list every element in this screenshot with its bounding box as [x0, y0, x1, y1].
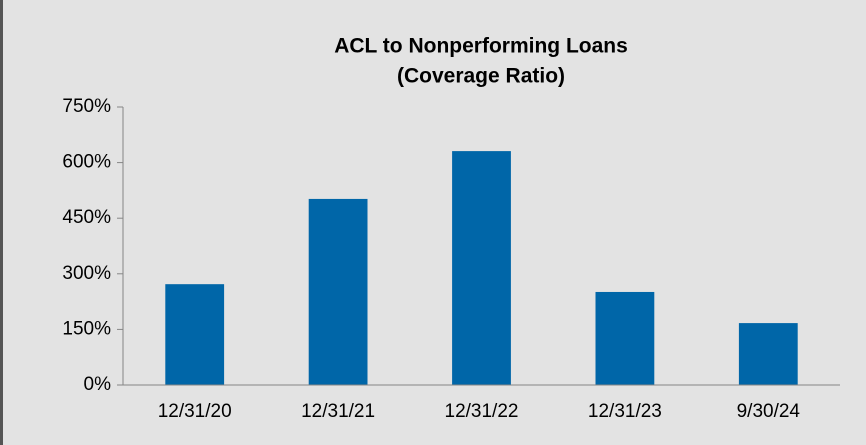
y-tick-label: 600%	[62, 152, 111, 173]
bar	[452, 151, 511, 385]
x-tick-label: 12/31/20	[158, 401, 232, 422]
bar	[308, 198, 368, 385]
chart-title: ACL to Nonperforming Loans	[334, 35, 628, 58]
y-tick-label: 300%	[62, 263, 111, 284]
x-tick-label: 9/30/24	[737, 401, 801, 422]
bar	[595, 291, 655, 385]
bar	[165, 284, 225, 385]
y-tick-label: 0%	[84, 374, 112, 395]
x-tick-label: 12/31/23	[588, 401, 662, 422]
y-tick-label: 450%	[62, 207, 111, 228]
y-tick-label: 750%	[62, 96, 111, 117]
bar	[738, 323, 798, 385]
y-tick-label: 150%	[62, 318, 111, 339]
chart-subtitle: (Coverage Ratio)	[397, 65, 565, 88]
left-edge	[0, 0, 3, 445]
x-tick-label: 12/31/22	[445, 401, 519, 422]
x-tick-label: 12/31/21	[301, 401, 375, 422]
